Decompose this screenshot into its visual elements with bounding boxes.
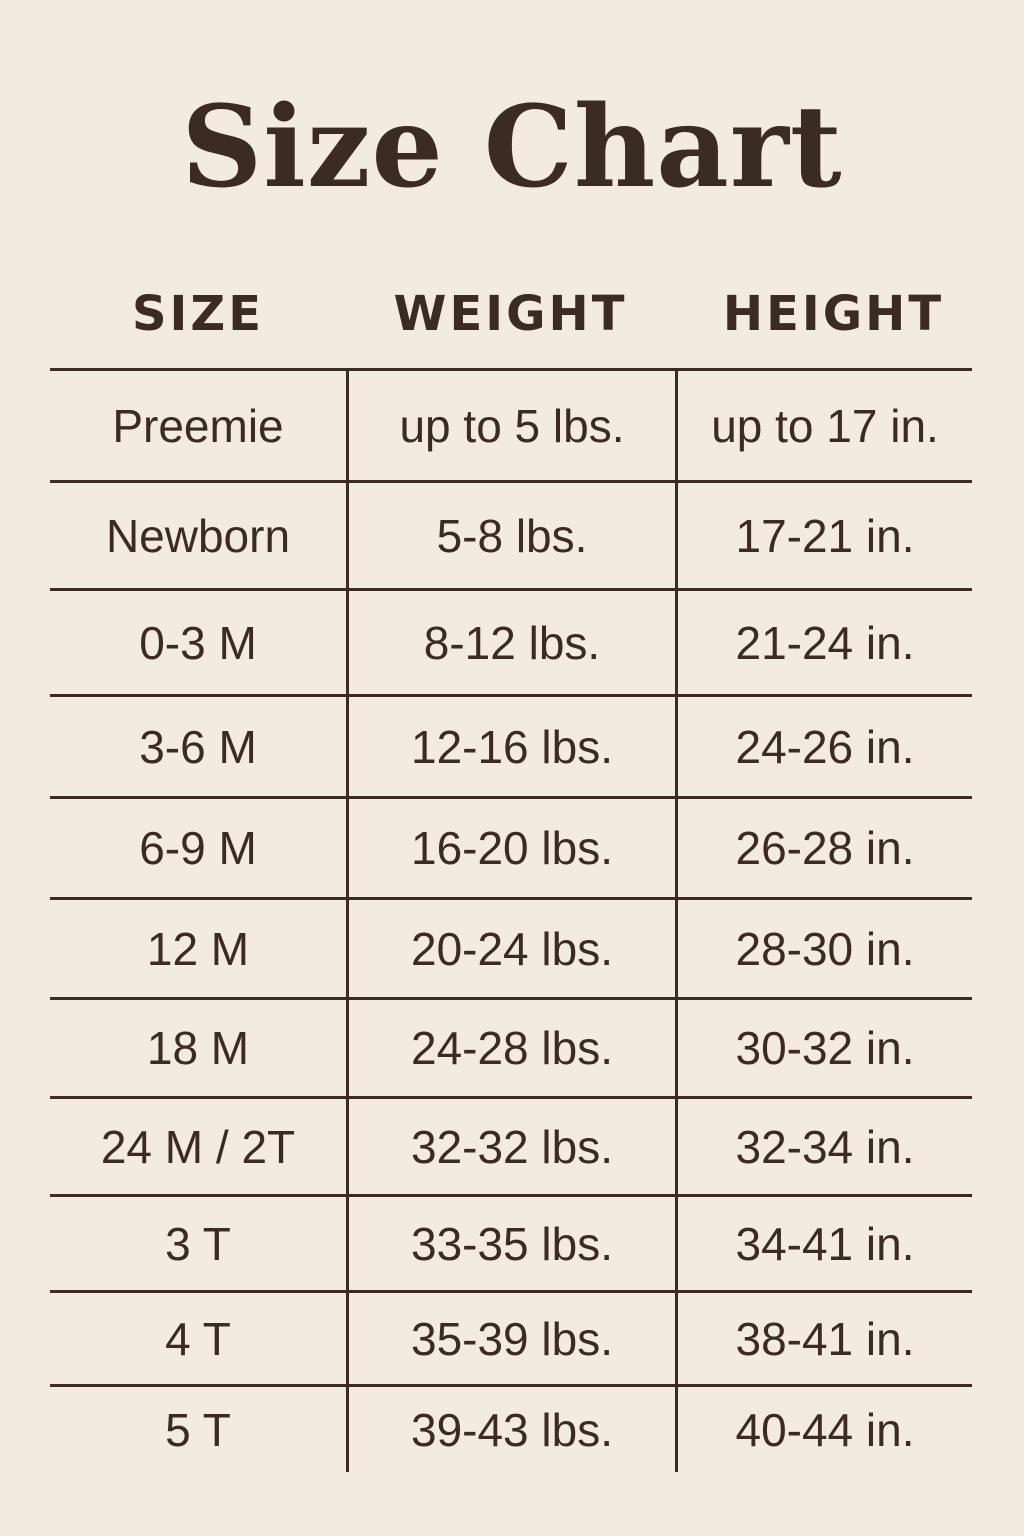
cell-weight: 16-20 lbs.	[346, 799, 675, 897]
cell-height: 40-44 in.	[675, 1387, 972, 1472]
cell-size: 6-9 M	[139, 822, 257, 874]
cell-height: 26-28 in.	[675, 799, 972, 897]
column-header-size: SIZE	[131, 286, 265, 342]
cell-height: 38-41 in.	[675, 1293, 972, 1384]
table-header: SIZE WEIGHT HEIGHT	[50, 282, 972, 346]
cell-size: 4 T	[165, 1312, 231, 1365]
table-row: 3-6 M 12-16 lbs. 24-26 in.	[50, 697, 972, 799]
table-row: 18 M 24-28 lbs. 30-32 in.	[50, 1000, 972, 1099]
cell-height: 28-30 in.	[675, 900, 972, 997]
page-title: Size Chart	[181, 82, 843, 213]
cell-height: 24-26 in.	[675, 697, 972, 796]
cell-height: 30-32 in.	[675, 1000, 972, 1096]
cell-size: 12 M	[146, 922, 250, 975]
table-row: Preemie up to 5 lbs. up to 17 in.	[50, 371, 972, 483]
cell-weight: 35-39 lbs.	[346, 1293, 675, 1384]
cell-weight: 39-43 lbs.	[346, 1387, 675, 1472]
cell-weight: 33-35 lbs.	[346, 1197, 675, 1290]
cell-height: 21-24 in.	[675, 591, 972, 694]
table-row: 3 T 33-35 lbs. 34-41 in.	[50, 1197, 972, 1293]
cell-size: Newborn	[105, 509, 291, 562]
cell-weight: 20-24 lbs.	[346, 900, 675, 997]
column-header-height: HEIGHT	[722, 286, 945, 342]
column-header-weight: WEIGHT	[393, 286, 628, 342]
cell-height: 17-21 in.	[675, 483, 972, 588]
cell-weight: 5-8 lbs.	[346, 483, 675, 588]
cell-height: 34-41 in.	[675, 1197, 972, 1290]
cell-size: 24 M / 2T	[100, 1120, 296, 1173]
table-row: 4 T 35-39 lbs. 38-41 in.	[50, 1293, 972, 1387]
cell-weight: 24-28 lbs.	[346, 1000, 675, 1096]
cell-weight: 32-32 lbs.	[346, 1099, 675, 1194]
table-row: 6-9 M 16-20 lbs. 26-28 in.	[50, 799, 972, 900]
cell-size: 0-3 M	[139, 616, 257, 669]
cell-weight: 12-16 lbs.	[346, 697, 675, 796]
cell-size: 18 M	[146, 1022, 250, 1074]
cell-weight: 8-12 lbs.	[346, 591, 675, 694]
cell-size: Preemie	[112, 399, 284, 452]
table-row: Newborn 5-8 lbs. 17-21 in.	[50, 483, 972, 591]
table-row: 12 M 20-24 lbs. 28-30 in.	[50, 900, 972, 1000]
cell-height: 32-34 in.	[675, 1099, 972, 1194]
table-row: 24 M / 2T 32-32 lbs. 32-34 in.	[50, 1099, 972, 1197]
cell-height: up to 17 in.	[675, 371, 972, 480]
table-row: 5 T 39-43 lbs. 40-44 in.	[50, 1387, 972, 1472]
cell-size: 3-6 M	[139, 720, 257, 773]
cell-weight: up to 5 lbs.	[346, 371, 675, 480]
cell-size: 3 T	[165, 1217, 231, 1270]
size-table: Preemie up to 5 lbs. up to 17 in. Newborn 5-…	[50, 368, 972, 1472]
table-row: 0-3 M 8-12 lbs. 21-24 in.	[50, 591, 972, 697]
cell-size: 5 T	[165, 1403, 231, 1456]
